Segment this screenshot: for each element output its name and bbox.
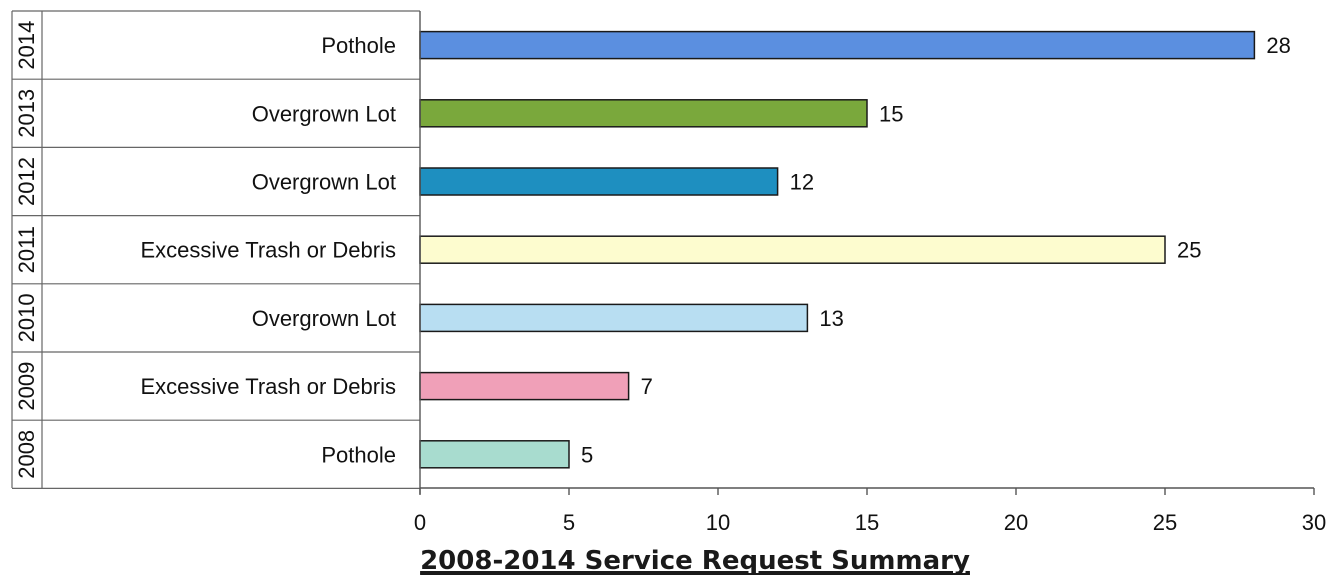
category-label-2011: Excessive Trash or Debris xyxy=(140,238,396,263)
year-label-2010: 2010 xyxy=(14,293,39,342)
category-label-2012: Overgrown Lot xyxy=(252,170,396,195)
chart-title: 2008-2014 Service Request Summary xyxy=(420,546,970,575)
data-label-2008: 5 xyxy=(581,442,593,467)
bar-2010 xyxy=(419,303,809,333)
year-label-2012: 2012 xyxy=(14,157,39,206)
row-grid xyxy=(11,10,420,489)
data-label-2012: 12 xyxy=(790,170,814,195)
bar-2012 xyxy=(419,167,779,196)
data-label-2010: 13 xyxy=(819,306,843,331)
category-label-2010: Overgrown Lot xyxy=(252,306,396,331)
bar-2011 xyxy=(419,235,1166,264)
year-label-2014: 2014 xyxy=(14,21,39,70)
bars xyxy=(419,30,1256,469)
x-tick-label-25: 25 xyxy=(1153,510,1177,535)
category-label-2009: Excessive Trash or Debris xyxy=(140,374,396,399)
data-label-2013: 15 xyxy=(879,101,903,126)
bar-2008 xyxy=(419,440,570,469)
bar-2013 xyxy=(419,99,868,128)
x-tick-label-0: 0 xyxy=(414,510,426,535)
x-tick-label-10: 10 xyxy=(706,510,730,535)
year-label-2009: 2009 xyxy=(14,362,39,411)
data-label-2014: 28 xyxy=(1266,33,1290,58)
year-label-2008: 2008 xyxy=(14,430,39,479)
bar-2009 xyxy=(419,371,630,401)
bar-2014 xyxy=(419,30,1256,60)
data-label-2009: 7 xyxy=(641,374,653,399)
x-tick-label-5: 5 xyxy=(563,510,575,535)
data-label-2011: 25 xyxy=(1177,238,1201,263)
year-label-2013: 2013 xyxy=(14,89,39,138)
labels: 28 Pothole 2014 15 Overgrown Lot 2013 12 Overgr… xyxy=(14,21,1291,479)
category-label-2013: Overgrown Lot xyxy=(252,101,396,126)
x-tick-label-15: 15 xyxy=(855,510,879,535)
category-label-2008: Pothole xyxy=(321,442,396,467)
x-axis: 0 5 10 15 20 25 30 xyxy=(414,11,1326,535)
x-tick-label-20: 20 xyxy=(1004,510,1028,535)
x-tick-label-30: 30 xyxy=(1302,510,1326,535)
year-label-2011: 2011 xyxy=(14,226,39,273)
category-label-2014: Pothole xyxy=(321,33,396,58)
